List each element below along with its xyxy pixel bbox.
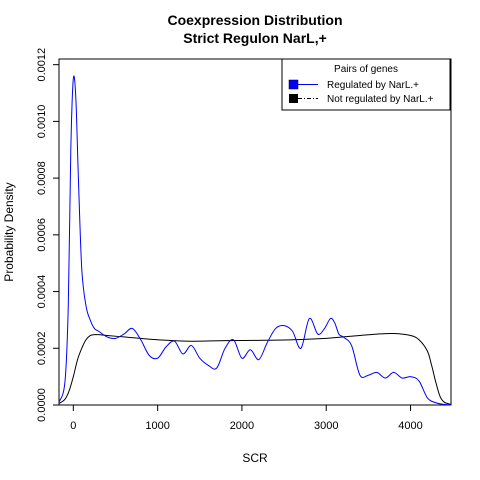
y-axis: 0.0000 0.0002 0.0004 0.0006 0.0008 0.0010 0.00… (36, 48, 60, 422)
legend-swatch-regulated (288, 79, 299, 90)
regulated-density-line (58, 75, 452, 406)
series-layer (58, 75, 452, 406)
x-tick-label: 3000 (314, 420, 338, 432)
y-tick-label: 0.0002 (36, 331, 48, 365)
legend-label-not-regulated: Not regulated by NarL.+ (327, 94, 434, 105)
y-tick-label: 0.0004 (36, 275, 48, 309)
y-tick-label: 0.0010 (36, 105, 48, 139)
y-tick-label: 0.0000 (36, 388, 48, 422)
y-tick-label: 0.0006 (36, 218, 48, 252)
legend: Pairs of genes Regulated by NarL.+ Not r… (281, 58, 451, 111)
legend-swatch-not-regulated (289, 94, 298, 103)
chart-title-line-1: Coexpression Distribution (167, 12, 342, 28)
y-tick-label: 0.0012 (36, 48, 48, 82)
y-tick-label: 0.0008 (36, 161, 48, 195)
x-axis-label: SCR (242, 451, 268, 465)
legend-label-regulated: Regulated by NarL.+ (327, 80, 419, 91)
x-axis: 0 1000 2000 3000 4000 (70, 404, 423, 432)
chart-title-line-2: Strict Regulon NarL,+ (183, 30, 327, 46)
not-regulated-density-line (58, 332, 452, 405)
legend-title: Pairs of genes (334, 64, 398, 75)
x-tick-label: 1000 (145, 420, 169, 432)
y-axis-label: Probability Density (2, 182, 16, 281)
x-tick-label: 4000 (398, 420, 422, 432)
x-tick-label: 2000 (230, 420, 254, 432)
x-tick-label: 0 (70, 420, 76, 432)
